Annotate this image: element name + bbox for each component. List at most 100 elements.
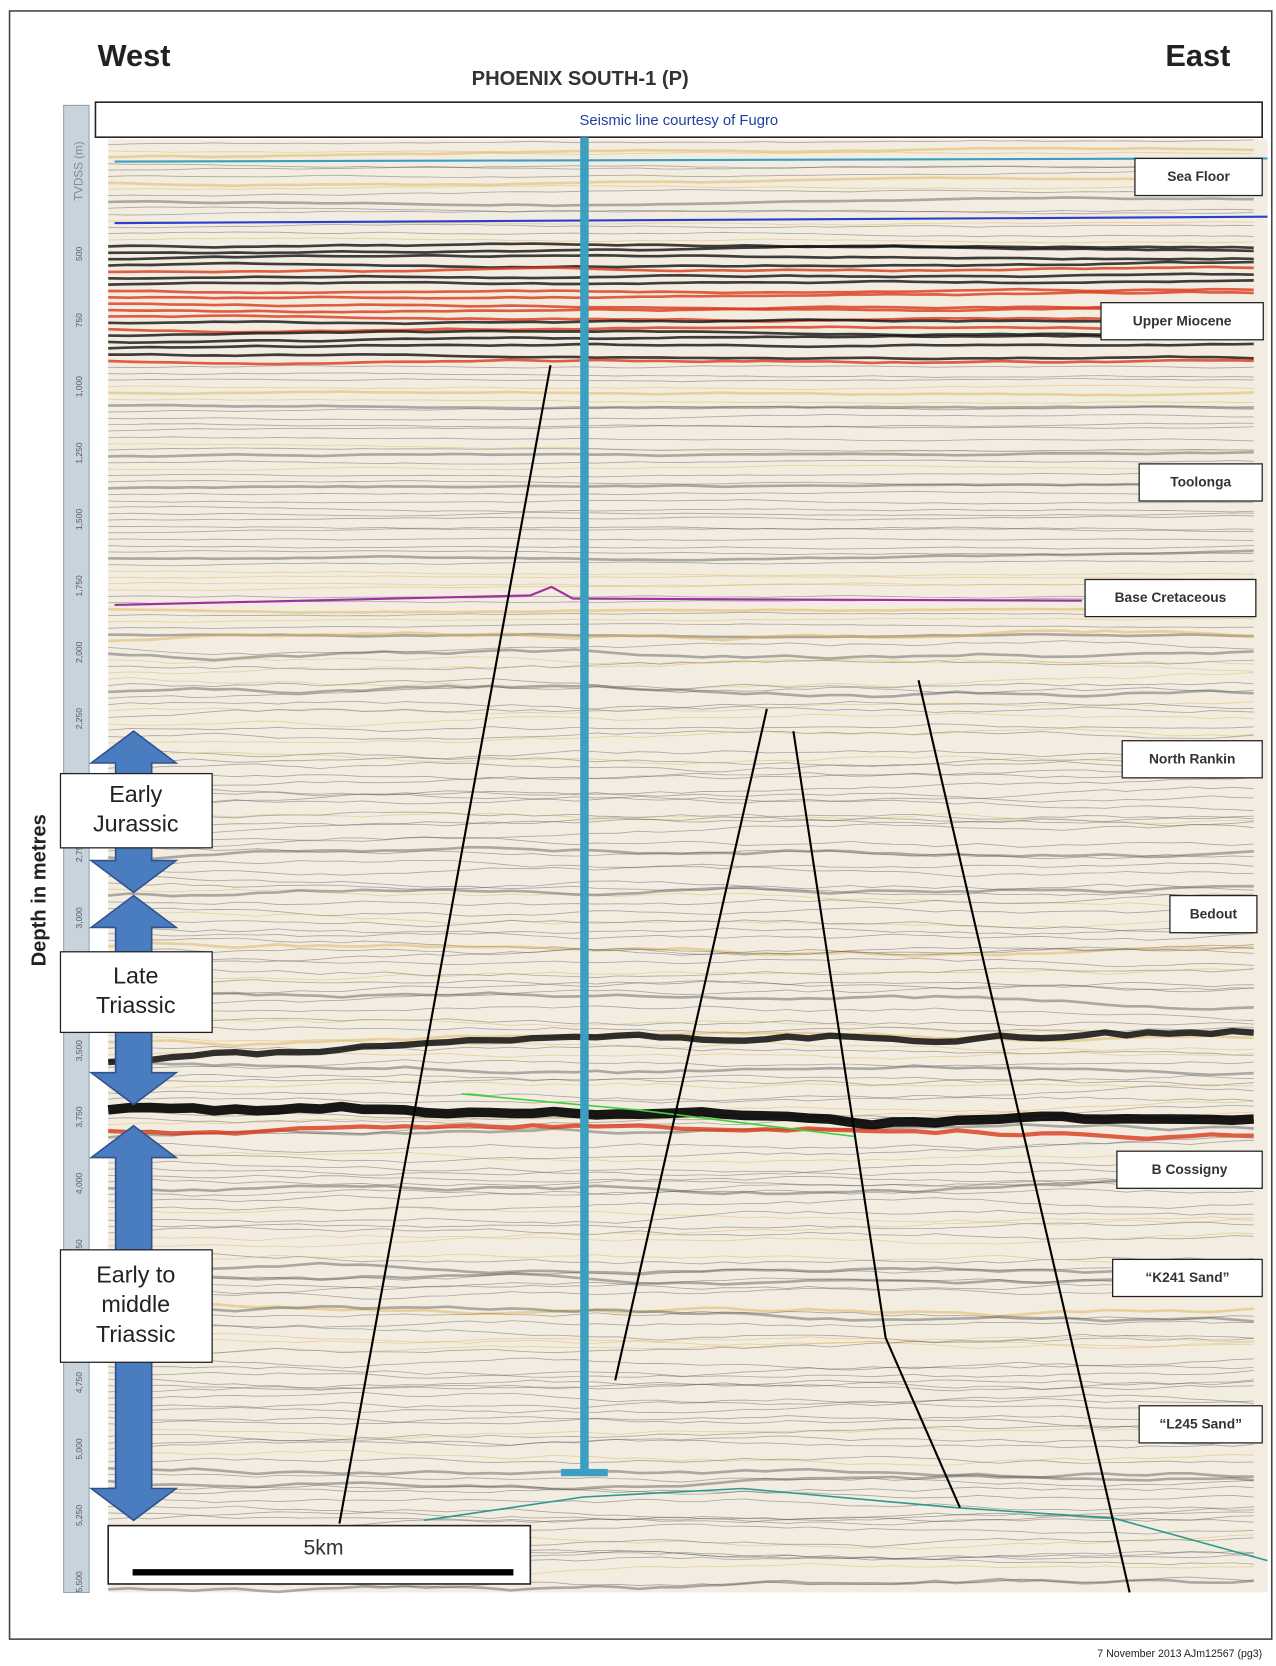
reflector <box>108 139 1254 146</box>
reflector <box>108 329 1254 338</box>
interval-box <box>59 772 213 849</box>
reflector <box>108 1222 1254 1230</box>
reflector <box>108 776 1254 797</box>
reflector <box>108 1226 1254 1240</box>
reflector <box>108 606 1254 615</box>
depth-tick-label: 1,250 <box>74 442 84 463</box>
reflector <box>108 791 1254 812</box>
horizon-label: North Rankin <box>1149 751 1235 766</box>
reflector <box>108 1379 1254 1391</box>
reflector <box>108 1232 1254 1245</box>
fault <box>614 708 768 1381</box>
reflector <box>108 817 1254 834</box>
interval-box <box>59 1249 213 1363</box>
reflector <box>108 1059 1254 1070</box>
reflector <box>108 223 1254 229</box>
credit: Seismic line courtesy of Fugro <box>580 113 779 129</box>
reflector <box>108 324 1254 334</box>
horizon-labels: Sea Floor Upper Miocene Toolonga Base Creta… <box>1084 157 1264 1444</box>
depth-tick-label: 5,500 <box>74 1571 84 1592</box>
reflector <box>108 425 1254 432</box>
reflector <box>108 700 1254 714</box>
reflector <box>108 1310 1254 1321</box>
reflector <box>108 937 1254 956</box>
reflector <box>108 480 1254 487</box>
reflector <box>108 1320 1254 1331</box>
reflector <box>108 196 1254 208</box>
reflector <box>108 893 1254 906</box>
reflector <box>108 1035 1254 1051</box>
horizon-label: Toolonga <box>1170 475 1231 490</box>
reflector <box>108 769 1254 780</box>
reflector <box>108 1484 1254 1495</box>
reflector <box>108 1059 1254 1077</box>
reflector <box>108 471 1254 478</box>
reflector <box>108 1424 1254 1444</box>
reflector <box>108 772 1254 789</box>
reflector <box>107 1101 1255 1130</box>
reflector <box>108 1095 1254 1104</box>
horizon-box <box>1121 740 1263 779</box>
horizon-label: “K241 Sand” <box>1145 1270 1229 1285</box>
reflector <box>108 823 1254 842</box>
depth-tick-label: 1,750 <box>74 575 84 596</box>
reflector <box>108 1281 1254 1300</box>
reflector <box>108 730 1254 740</box>
reflector <box>108 575 1254 580</box>
reflector <box>108 206 1254 213</box>
reflector <box>108 1277 1254 1298</box>
reflector <box>108 1498 1254 1511</box>
reflector <box>108 307 1254 314</box>
reflector <box>108 1334 1254 1355</box>
reflector <box>108 545 1254 550</box>
reflector <box>108 443 1254 453</box>
reflector <box>108 956 1254 968</box>
reflector <box>108 640 1254 656</box>
reflector <box>108 1357 1254 1371</box>
reflector <box>108 684 1254 699</box>
depth-tick-label: 1,000 <box>74 376 84 397</box>
reflector <box>108 1167 1254 1176</box>
reflector <box>108 490 1254 496</box>
reflector <box>108 1251 1254 1265</box>
reflector <box>108 526 1254 532</box>
reflector <box>108 527 1254 534</box>
east-label: East <box>1165 38 1230 73</box>
reflector <box>108 318 1254 326</box>
interval-label: Early <box>109 781 162 807</box>
reflector <box>108 761 1254 773</box>
reflector <box>108 1358 1254 1378</box>
reflector <box>108 1512 1254 1526</box>
depth-tick-label: 2,000 <box>74 641 84 662</box>
reflector <box>108 1393 1254 1409</box>
reflector <box>108 1123 1254 1141</box>
reflector <box>108 906 1254 917</box>
horizon-box <box>1100 302 1264 341</box>
fault <box>792 731 961 1509</box>
reflector <box>108 290 1254 300</box>
reflector <box>108 314 1254 323</box>
sea-floor-horizon <box>114 157 1268 163</box>
reflector <box>108 811 1254 820</box>
horizon-label: Sea Floor <box>1167 169 1230 184</box>
reflector <box>108 968 1254 981</box>
reflector <box>108 1473 1254 1487</box>
reflector <box>108 656 1254 672</box>
depth-label: Depth in metres <box>29 814 51 966</box>
reflector <box>108 398 1254 404</box>
credit-box <box>94 101 1264 138</box>
reflector <box>108 1074 1254 1087</box>
reflector <box>108 812 1254 825</box>
reflector <box>108 583 1254 591</box>
reflector <box>108 405 1254 413</box>
reflector <box>108 1263 1254 1281</box>
reflector <box>108 436 1254 442</box>
reflector <box>108 1321 1254 1343</box>
depth-tick-label: 5,000 <box>74 1438 84 1459</box>
reflector <box>108 1005 1254 1021</box>
reflector <box>108 1281 1254 1296</box>
reflector <box>108 1269 1254 1286</box>
depth-tick-label: 5,250 <box>74 1505 84 1526</box>
reflector <box>108 358 1254 366</box>
reflector <box>108 926 1254 941</box>
